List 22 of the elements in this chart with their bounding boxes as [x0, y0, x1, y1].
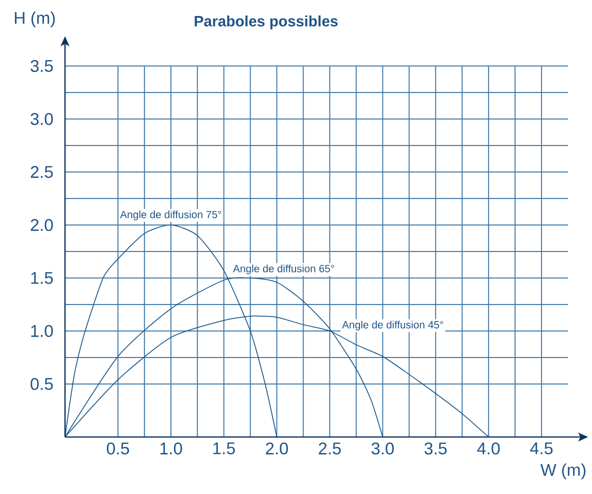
- x-tick-label: 4.0: [477, 442, 500, 454]
- y-axis-title: H (m): [14, 12, 55, 28]
- y-tick-label: 2.5: [30, 166, 53, 178]
- x-tick-label: 0.5: [106, 442, 130, 454]
- y-tick-label: 1.0: [31, 324, 53, 337]
- annotation: Angle de diffusion 45°: [342, 320, 444, 331]
- x-tick-label: 3.0: [372, 442, 394, 454]
- x-tick-label: 2.0: [266, 442, 288, 454]
- y-tick-label: 3.5: [30, 60, 53, 72]
- chart-title: Paraboles possibles: [194, 16, 338, 30]
- y-tick-label: 2.0: [30, 218, 53, 231]
- x-tick-label: 1.0: [160, 442, 182, 454]
- y-tick-label: 3.0: [30, 112, 53, 125]
- x-axis-title: W (m): [540, 464, 586, 480]
- x-tick-label: 2.5: [318, 442, 341, 454]
- x-tick-label: 1.5: [213, 442, 235, 454]
- y-tick-label: 1.5: [31, 272, 53, 284]
- y-tick-label: 0.5: [30, 378, 53, 390]
- annotation: Angle de diffusion 65°: [232, 264, 334, 274]
- x-tick-label: 4.5: [530, 442, 553, 454]
- annotation: Angle de diffusion 75°: [120, 210, 222, 220]
- x-tick-label: 3.5: [424, 442, 447, 454]
